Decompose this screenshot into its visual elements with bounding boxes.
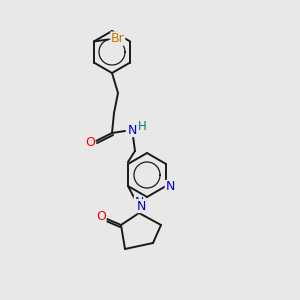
Text: O: O bbox=[96, 209, 106, 223]
Text: N: N bbox=[136, 200, 146, 212]
Text: N: N bbox=[165, 181, 175, 194]
Text: N: N bbox=[134, 196, 144, 209]
Text: H: H bbox=[138, 121, 146, 134]
Text: N: N bbox=[127, 124, 137, 136]
Text: O: O bbox=[85, 136, 95, 149]
Text: Br: Br bbox=[111, 32, 125, 45]
